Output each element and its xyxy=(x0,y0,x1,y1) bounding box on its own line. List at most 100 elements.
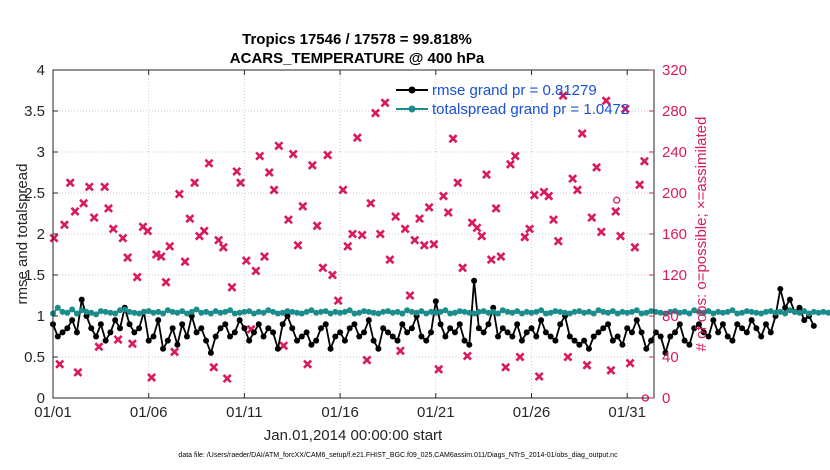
rmse-point xyxy=(557,321,564,328)
rmse-point xyxy=(471,277,478,284)
totalspread-point xyxy=(571,308,578,315)
obs-assimilated-marker xyxy=(357,230,367,240)
rmse-point xyxy=(528,325,535,332)
totalspread-point xyxy=(428,308,435,315)
rmse-point xyxy=(160,345,167,352)
rmse-point xyxy=(495,333,502,340)
rmse-point xyxy=(767,329,774,336)
totalspread-point xyxy=(337,309,344,316)
totalspread-point xyxy=(255,308,262,315)
obs-assimilated-marker xyxy=(274,141,284,151)
rmse-point xyxy=(404,329,411,336)
totalspread-point xyxy=(203,308,210,315)
y-axis-label: rmse and totalspread xyxy=(14,164,31,305)
rmse-point xyxy=(466,341,473,348)
rmse-point xyxy=(480,329,487,336)
obs-assimilated-marker xyxy=(458,263,468,273)
obs-assimilated-marker xyxy=(400,224,410,234)
totalspread-point xyxy=(509,309,516,316)
rmse-point xyxy=(762,321,769,328)
rmse-point xyxy=(461,337,468,344)
legend: rmse grand pr = 0.81279 totalspread gran… xyxy=(396,82,629,118)
totalspread-point xyxy=(619,308,626,315)
rmse-point xyxy=(155,317,162,324)
rmse-point xyxy=(260,333,267,340)
rmse-point xyxy=(346,325,353,332)
totalspread-point xyxy=(59,308,66,315)
totalspread-point xyxy=(193,306,200,313)
y-tick-label: 3 xyxy=(37,144,45,161)
totalspread-point xyxy=(365,308,372,315)
totalspread-point xyxy=(638,310,645,317)
obs-assimilated-marker xyxy=(293,240,303,250)
totalspread-point xyxy=(557,308,564,315)
footer-data-file: data file: /Users/raeder/DAI/ATM_forcXX/… xyxy=(178,452,618,459)
obs-assimilated-marker xyxy=(472,223,482,233)
totalspread-point xyxy=(140,308,147,315)
rmse-point xyxy=(136,325,143,332)
obs-assimilated-marker xyxy=(127,339,137,349)
totalspread-point xyxy=(585,308,592,315)
obs-assimilated-marker xyxy=(410,235,420,245)
totalspread-point xyxy=(676,309,683,316)
obs-assimilated-marker xyxy=(434,364,444,374)
totalspread-point xyxy=(322,308,329,315)
totalspread-point xyxy=(265,307,272,314)
totalspread-point xyxy=(672,308,679,315)
totalspread-point xyxy=(681,308,688,315)
totalspread-point xyxy=(456,308,463,315)
y-tick-label: 3.5 xyxy=(24,103,45,120)
totalspread-point xyxy=(308,307,315,314)
totalspread-point xyxy=(179,308,186,315)
rmse-point xyxy=(456,321,463,328)
obs-assimilated-marker xyxy=(615,231,626,241)
obs-assimilated-marker xyxy=(592,162,602,172)
totalspread-point xyxy=(825,309,830,316)
totalspread-point xyxy=(648,308,655,315)
rmse-point xyxy=(447,325,454,332)
obs-assimilated-marker xyxy=(391,212,401,222)
rmse-point xyxy=(437,321,444,328)
totalspread-point xyxy=(471,310,478,317)
rmse-point xyxy=(389,333,396,340)
obs-assimilated-marker xyxy=(534,371,544,381)
totalspread-point xyxy=(475,308,482,315)
rmse-point xyxy=(428,329,435,336)
rmse-point xyxy=(566,333,573,340)
obs-assimilated-marker xyxy=(415,214,425,224)
rmse-point xyxy=(207,349,214,356)
obs-assimilated-marker xyxy=(108,224,118,234)
rmse-point xyxy=(193,329,200,336)
y-tick-label: 1.5 xyxy=(24,267,45,284)
rmse-point xyxy=(595,329,602,336)
totalspread-point xyxy=(260,309,267,316)
chart-subtitle: ACARS_TEMPERATURE @ 400 hPa xyxy=(230,50,485,67)
legend-rmse-marker xyxy=(408,86,416,94)
totalspread-point xyxy=(145,308,152,315)
rmse-point xyxy=(231,329,238,336)
totalspread-point xyxy=(700,309,707,316)
totalspread-point xyxy=(97,308,104,315)
obs-assimilated-marker xyxy=(55,359,65,369)
totalspread-point xyxy=(222,308,229,315)
rmse-point xyxy=(590,333,597,340)
totalspread-point xyxy=(561,309,568,316)
obs-assimilated-marker xyxy=(318,263,328,273)
x-tick-label: 01/21 xyxy=(417,404,455,421)
rmse-point xyxy=(509,333,516,340)
obs-assimilated-marker xyxy=(491,203,501,213)
rmse-point xyxy=(605,321,612,328)
obs-assimilated-marker xyxy=(143,226,153,236)
totalspread-point xyxy=(183,310,190,317)
rmse-point xyxy=(552,337,559,344)
rmse-point xyxy=(112,317,119,324)
y-tick-label: 4 xyxy=(37,62,45,79)
rmse-point xyxy=(628,329,635,336)
totalspread-point xyxy=(207,310,214,317)
totalspread-point xyxy=(514,308,521,315)
legend-spread-marker xyxy=(408,105,416,113)
totalspread-point xyxy=(121,306,128,313)
obs-assimilated-marker xyxy=(544,191,554,201)
totalspread-point xyxy=(552,308,559,315)
rmse-point xyxy=(485,321,492,328)
